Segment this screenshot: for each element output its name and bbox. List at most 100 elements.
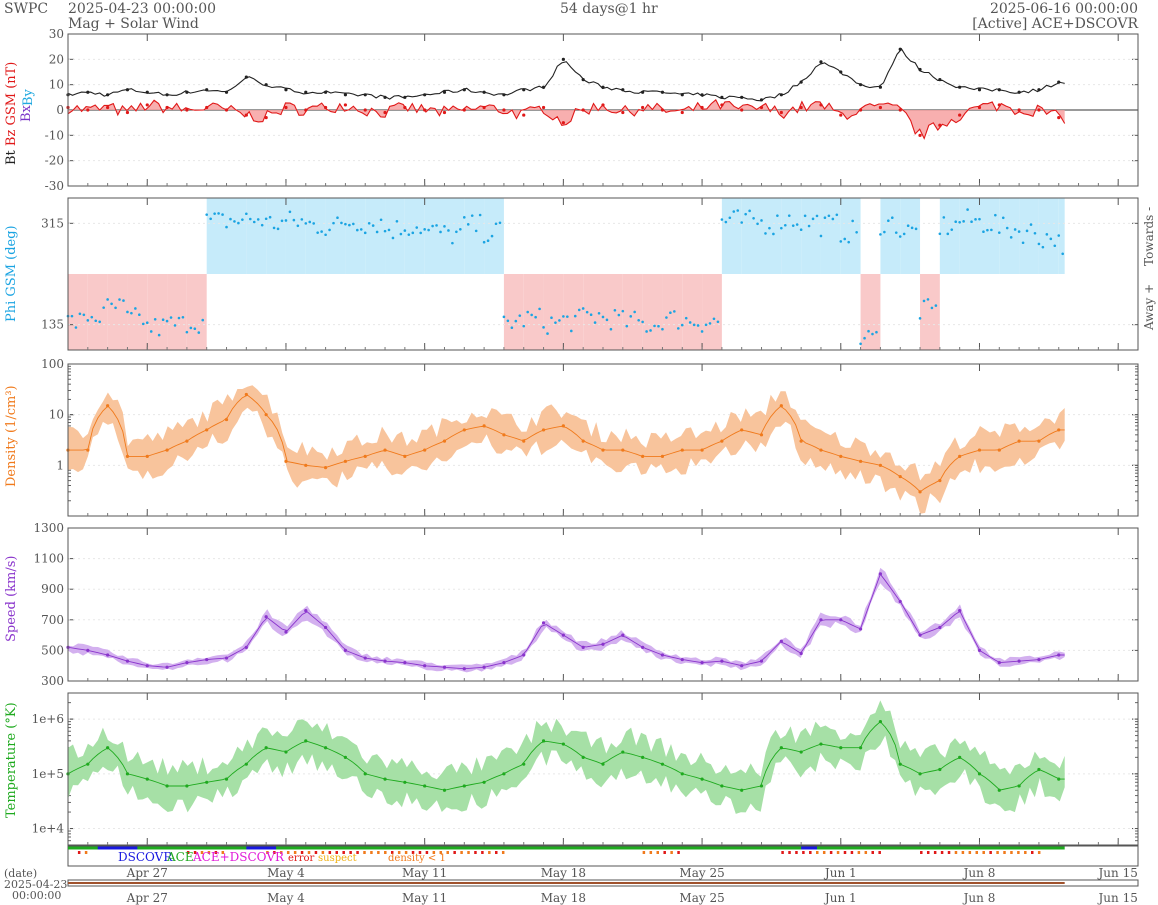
speed-point xyxy=(125,659,130,663)
status-strip-frame xyxy=(67,845,1139,867)
bz-point xyxy=(1017,108,1021,112)
phi-point xyxy=(954,220,958,224)
phi-point xyxy=(581,307,585,310)
phi-point xyxy=(859,342,862,346)
phi-point xyxy=(550,316,553,319)
phi-point xyxy=(756,222,759,226)
phi-point xyxy=(518,314,522,317)
towards-band xyxy=(761,198,782,274)
quality-flag xyxy=(221,851,225,854)
date-tick-label-lower-7: Jun 15 xyxy=(1097,891,1138,905)
speed-point xyxy=(106,653,110,657)
speed-point xyxy=(660,653,665,657)
speed-point xyxy=(522,653,526,657)
quality-flag xyxy=(200,851,204,854)
phi-point xyxy=(98,320,102,324)
speed-point xyxy=(779,639,783,643)
temperature-point xyxy=(264,746,268,750)
temperature-point xyxy=(997,788,1001,792)
phi-point xyxy=(82,313,86,317)
phi-point xyxy=(359,228,363,231)
phi-point xyxy=(498,221,502,225)
quality-flag xyxy=(968,851,972,854)
phi-point xyxy=(157,333,161,337)
speed-point xyxy=(462,667,466,671)
bt-point xyxy=(858,83,863,87)
bt-point xyxy=(561,57,565,61)
bt-series-line xyxy=(67,48,1065,102)
quality-flag xyxy=(307,851,311,854)
phi-point xyxy=(86,319,90,322)
bt-point xyxy=(660,90,665,94)
phi-point xyxy=(355,228,359,232)
density-point xyxy=(304,463,308,467)
temperature-point xyxy=(938,767,942,772)
phi-point xyxy=(328,228,331,232)
away-band xyxy=(682,274,703,350)
phi-point xyxy=(375,230,379,234)
phi-point xyxy=(403,229,407,232)
phi-point xyxy=(918,317,922,320)
legend-dscovr: DSCOVR xyxy=(118,850,173,864)
phi-point xyxy=(887,219,890,223)
phi-point xyxy=(245,212,248,216)
phi-point xyxy=(308,220,312,224)
density-point xyxy=(86,448,90,452)
phi-point xyxy=(811,217,815,221)
quality-flag xyxy=(397,851,401,854)
bz-point xyxy=(561,121,565,125)
bt-point xyxy=(482,90,486,94)
bz-point xyxy=(442,110,447,115)
density-point xyxy=(165,448,169,452)
quality-flag xyxy=(335,851,338,854)
phi-point xyxy=(181,315,185,319)
speed-point xyxy=(898,599,902,604)
bz-point xyxy=(383,110,387,115)
phi-point xyxy=(118,298,121,301)
phi-point xyxy=(1037,242,1041,246)
temperature-point xyxy=(482,780,486,784)
phi-point xyxy=(676,327,680,330)
phi-point xyxy=(938,232,942,236)
density-series-line xyxy=(68,394,1065,493)
phi-point xyxy=(867,329,870,333)
mag-ytick-label: 10 xyxy=(49,78,64,92)
bz-point xyxy=(403,105,407,110)
bz-point xyxy=(462,108,466,112)
temperature-point xyxy=(343,755,348,759)
density-ytick-label: 1 xyxy=(56,458,64,472)
bz-point xyxy=(264,116,268,120)
density-point xyxy=(898,474,902,479)
phi-point xyxy=(982,230,985,234)
phi-point xyxy=(760,219,763,222)
phi-point xyxy=(78,312,82,316)
quality-flag xyxy=(926,851,930,854)
phi-point xyxy=(1049,237,1053,241)
bt-point xyxy=(264,83,268,87)
bt-point xyxy=(125,88,130,92)
phi-point xyxy=(902,232,906,236)
speed-point xyxy=(878,572,883,576)
phi-point xyxy=(486,239,490,243)
phi-point xyxy=(879,233,882,236)
away-band xyxy=(603,274,623,350)
phi-point xyxy=(934,304,938,307)
phi-point xyxy=(134,307,137,310)
bt-point xyxy=(442,90,447,94)
bz-point xyxy=(878,105,883,110)
date-tick-label-lower-1: May 4 xyxy=(267,891,305,905)
bt-point xyxy=(601,85,605,89)
phi-point xyxy=(383,229,387,233)
quality-flag xyxy=(656,851,659,854)
quality-flag xyxy=(321,851,325,854)
phi-point xyxy=(776,214,779,217)
phi-point xyxy=(296,224,300,228)
quality-flag xyxy=(77,851,81,854)
density-point xyxy=(541,428,546,432)
phi-point xyxy=(367,222,371,225)
bt-point xyxy=(165,93,169,97)
phi-point xyxy=(110,302,113,306)
phi-point xyxy=(819,234,823,238)
phi-point xyxy=(990,228,993,232)
